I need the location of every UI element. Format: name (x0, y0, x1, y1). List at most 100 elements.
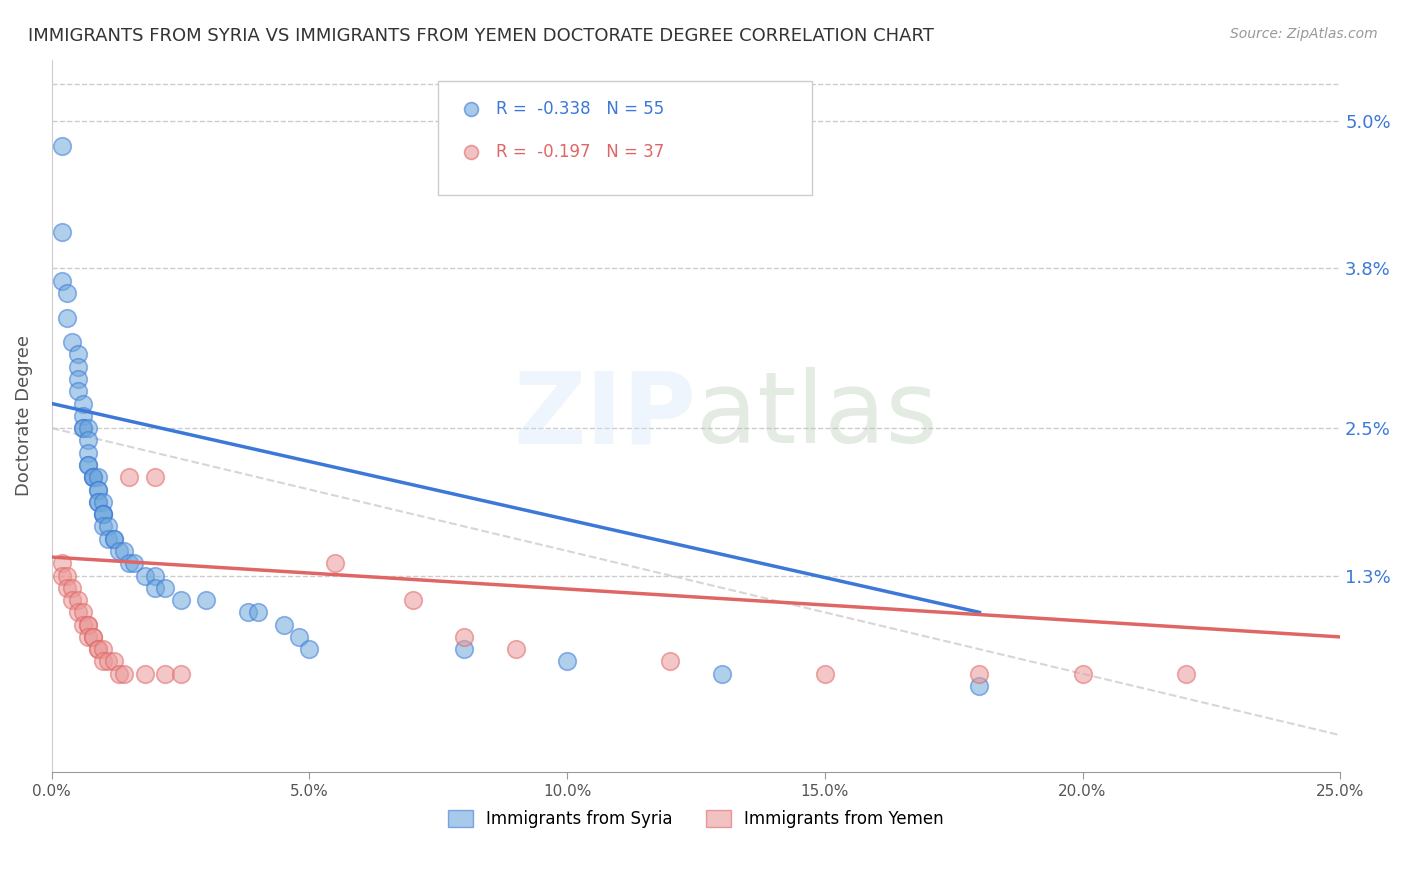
Text: R =  -0.197   N = 37: R = -0.197 N = 37 (496, 144, 665, 161)
Immigrants from Yemen (453, 630, 475, 644)
Immigrants from Syria (236, 606, 259, 620)
Immigrants from Syria (66, 347, 89, 361)
Immigrants from Syria (195, 593, 218, 607)
Immigrants from Syria (143, 568, 166, 582)
Immigrants from Syria (72, 409, 94, 423)
Immigrants from Syria (51, 138, 73, 153)
Immigrants from Yemen (969, 666, 991, 681)
Immigrants from Yemen (134, 666, 156, 681)
Immigrants from Yemen (66, 606, 89, 620)
Immigrants from Yemen (76, 617, 98, 632)
Immigrants from Syria (82, 470, 104, 484)
Y-axis label: Doctorate Degree: Doctorate Degree (15, 335, 32, 496)
Immigrants from Yemen (72, 606, 94, 620)
Immigrants from Yemen (143, 470, 166, 484)
Immigrants from Yemen (112, 666, 135, 681)
Immigrants from Syria (56, 310, 79, 325)
Immigrants from Syria (969, 679, 991, 693)
Immigrants from Yemen (1174, 666, 1197, 681)
Immigrants from Syria (143, 581, 166, 595)
Immigrants from Yemen (1071, 666, 1094, 681)
Immigrants from Yemen (323, 556, 346, 570)
Immigrants from Yemen (51, 568, 73, 582)
Immigrants from Yemen (87, 642, 110, 657)
Immigrants from Yemen (76, 630, 98, 644)
Immigrants from Syria (91, 495, 114, 509)
Immigrants from Syria (51, 225, 73, 239)
Immigrants from Syria (72, 421, 94, 435)
Immigrants from Syria (60, 335, 83, 350)
Immigrants from Syria (710, 666, 733, 681)
Immigrants from Syria (91, 519, 114, 533)
Immigrants from Syria (453, 642, 475, 657)
Immigrants from Syria (66, 359, 89, 374)
Immigrants from Syria (82, 470, 104, 484)
Immigrants from Syria (288, 630, 311, 644)
Immigrants from Yemen (66, 593, 89, 607)
Immigrants from Syria (112, 544, 135, 558)
Text: atlas: atlas (696, 368, 938, 465)
Immigrants from Yemen (107, 666, 129, 681)
Immigrants from Syria (66, 372, 89, 386)
Immigrants from Syria (87, 483, 110, 497)
Immigrants from Syria (153, 581, 176, 595)
Immigrants from Yemen (103, 655, 125, 669)
Immigrants from Syria (107, 544, 129, 558)
Text: Source: ZipAtlas.com: Source: ZipAtlas.com (1230, 27, 1378, 41)
Immigrants from Yemen (51, 556, 73, 570)
Immigrants from Syria (97, 532, 120, 546)
Immigrants from Syria (87, 495, 110, 509)
Text: R =  -0.338   N = 55: R = -0.338 N = 55 (496, 101, 665, 119)
Immigrants from Syria (91, 507, 114, 521)
Immigrants from Syria (246, 606, 269, 620)
Immigrants from Syria (76, 434, 98, 448)
Immigrants from Yemen (118, 470, 141, 484)
Immigrants from Syria (118, 556, 141, 570)
Immigrants from Yemen (72, 617, 94, 632)
Immigrants from Syria (87, 495, 110, 509)
Immigrants from Syria (103, 532, 125, 546)
Immigrants from Syria (122, 556, 145, 570)
Immigrants from Syria (82, 470, 104, 484)
Immigrants from Syria (87, 470, 110, 484)
Immigrants from Syria (298, 642, 321, 657)
Immigrants from Syria (66, 384, 89, 399)
Immigrants from Syria (87, 483, 110, 497)
Legend: Immigrants from Syria, Immigrants from Yemen: Immigrants from Syria, Immigrants from Y… (441, 804, 950, 835)
Immigrants from Yemen (97, 655, 120, 669)
Immigrants from Syria (76, 458, 98, 472)
Text: ZIP: ZIP (513, 368, 696, 465)
FancyBboxPatch shape (439, 81, 813, 195)
Immigrants from Syria (76, 421, 98, 435)
Immigrants from Syria (134, 568, 156, 582)
Immigrants from Yemen (169, 666, 191, 681)
Immigrants from Syria (91, 507, 114, 521)
Immigrants from Yemen (659, 655, 682, 669)
Immigrants from Syria (91, 507, 114, 521)
Immigrants from Yemen (91, 655, 114, 669)
Immigrants from Syria (103, 532, 125, 546)
Immigrants from Yemen (56, 581, 79, 595)
Immigrants from Yemen (60, 593, 83, 607)
Immigrants from Syria (273, 617, 295, 632)
Immigrants from Syria (72, 421, 94, 435)
Immigrants from Syria (76, 458, 98, 472)
Immigrants from Yemen (76, 617, 98, 632)
Immigrants from Yemen (505, 642, 527, 657)
Immigrants from Yemen (87, 642, 110, 657)
Immigrants from Syria (97, 519, 120, 533)
Immigrants from Yemen (60, 581, 83, 595)
Immigrants from Yemen (82, 630, 104, 644)
Immigrants from Syria (169, 593, 191, 607)
Text: IMMIGRANTS FROM SYRIA VS IMMIGRANTS FROM YEMEN DOCTORATE DEGREE CORRELATION CHAR: IMMIGRANTS FROM SYRIA VS IMMIGRANTS FROM… (28, 27, 934, 45)
Immigrants from Syria (72, 396, 94, 410)
Immigrants from Syria (51, 274, 73, 288)
Immigrants from Yemen (91, 642, 114, 657)
Immigrants from Yemen (814, 666, 837, 681)
Immigrants from Syria (76, 445, 98, 459)
Immigrants from Syria (56, 285, 79, 300)
Immigrants from Yemen (82, 630, 104, 644)
Immigrants from Yemen (153, 666, 176, 681)
Immigrants from Yemen (56, 568, 79, 582)
Immigrants from Yemen (401, 593, 423, 607)
